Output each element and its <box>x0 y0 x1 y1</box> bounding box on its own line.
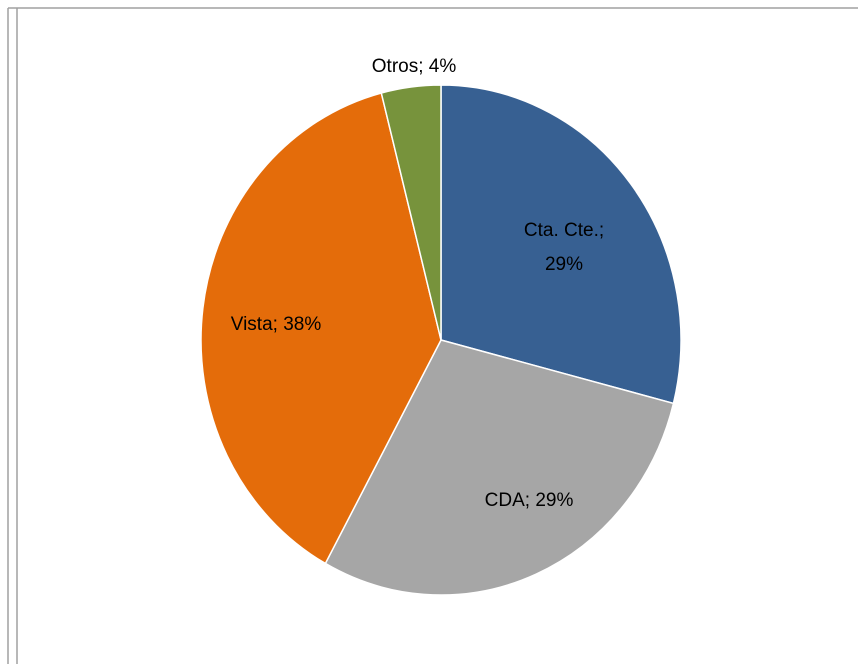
pie-slice <box>440 84 682 405</box>
data-label: CDA; 29% <box>484 490 574 511</box>
data-label: Otros; 4% <box>371 56 457 77</box>
pie-slice <box>324 339 675 596</box>
data-label: Vista; 38% <box>230 314 322 335</box>
data-label: Cta. Cte.; 29% <box>523 220 605 275</box>
pie-slice <box>200 92 442 565</box>
pie-slice <box>380 84 442 341</box>
